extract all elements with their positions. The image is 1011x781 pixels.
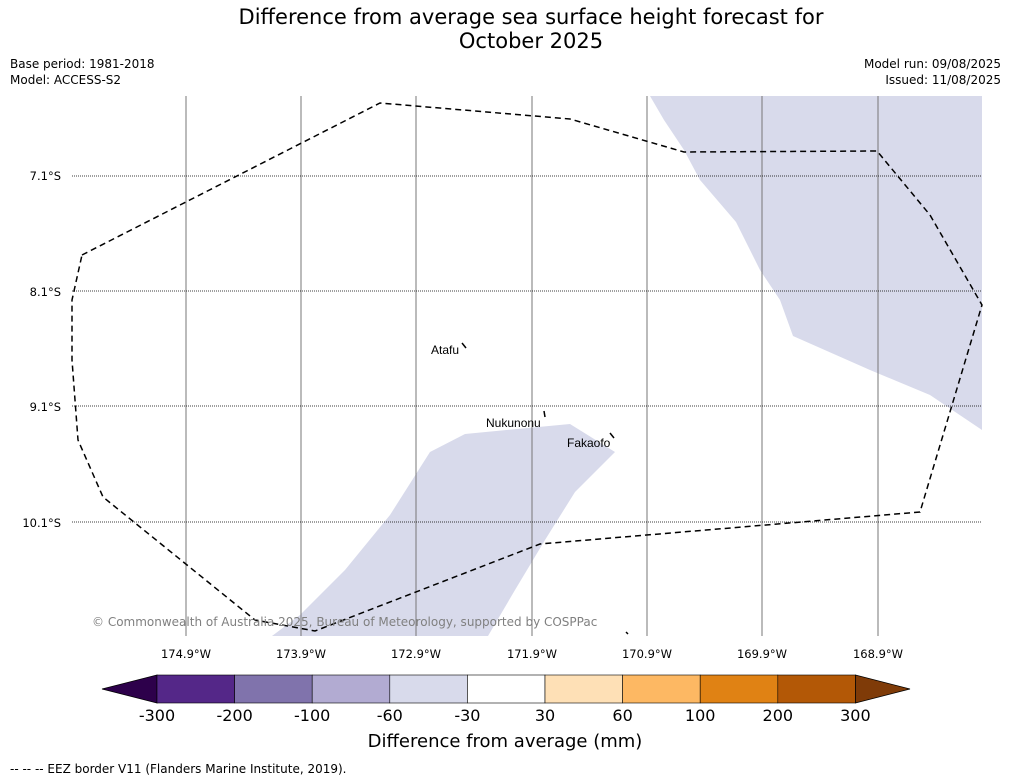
base-period: Base period: 1981-2018 (10, 57, 155, 71)
colorbar-tick-label: 300 (840, 706, 871, 725)
colorbar-tick-label: 60 (612, 706, 632, 725)
lon-label: 170.9°W (622, 647, 672, 661)
lon-label: 172.9°W (391, 647, 441, 661)
colorbar-extend-low (101, 674, 158, 704)
place-label-nukunonu: Nukunonu (486, 416, 541, 430)
colorbar-tick-label: -60 (377, 706, 403, 725)
colorbar-tick-label: -200 (216, 706, 252, 725)
lat-label: 10.1°S (22, 516, 61, 530)
colorbar-tick-label: -100 (294, 706, 330, 725)
colorbar-extend-high (855, 674, 911, 704)
swains-marker (625, 631, 629, 635)
colorbar-segment (389, 674, 468, 704)
model-run: Model run: 09/08/2025 (863, 57, 1001, 71)
title-line-1: Difference from average sea surface heig… (238, 5, 824, 29)
colorbar-segment (467, 674, 546, 704)
colorbar-segment (777, 674, 856, 704)
colorbar (101, 674, 911, 704)
colorbar-segment (622, 674, 701, 704)
colorbar-segment (234, 674, 313, 704)
title-line-2: October 2025 (458, 29, 604, 53)
colorbar-segment (544, 674, 623, 704)
model-name: Model: ACCESS-S2 (10, 73, 122, 87)
lat-label: 8.1°S (30, 285, 61, 299)
eez-border (71, 102, 983, 632)
anomaly-shading (272, 96, 982, 636)
colorbar-tick-label: 30 (535, 706, 555, 725)
lon-label: 173.9°W (276, 647, 326, 661)
lon-label: 168.9°W (853, 647, 903, 661)
lon-label: 174.9°W (161, 647, 211, 661)
chart-title: Difference from average sea surface heig… (0, 5, 1011, 53)
lon-label: 171.9°W (507, 647, 557, 661)
longitude-gridlines (185, 96, 879, 636)
place-label-fakaofo: Fakaofo (567, 436, 611, 450)
colorbar-segment (156, 674, 235, 704)
colorbar-segment (699, 674, 779, 704)
islands (461, 342, 629, 635)
shaded-region-southwest (272, 424, 615, 636)
colorbar-tick-label: 200 (763, 706, 794, 725)
colorbar-tick-label: -300 (139, 706, 175, 725)
lon-label: 169.9°W (737, 647, 787, 661)
colorbar-tick-label: 100 (685, 706, 716, 725)
shaded-region-northeast (650, 96, 982, 430)
colorbar-tick-labels: -300 -200 -100 -60 -30 30 60 100 200 300 (139, 706, 871, 725)
nukunonu-island (543, 410, 546, 418)
copyright-notice: © Commonwealth of Australia 2025, Bureau… (92, 615, 597, 629)
lat-label: 9.1°S (30, 400, 61, 414)
colorbar-label: Difference from average (mm) (368, 731, 643, 752)
colorbar-tick-label: -30 (454, 706, 480, 725)
latitude-gridlines (72, 175, 982, 523)
issued-date: Issued: 11/08/2025 (885, 73, 1001, 87)
eez-legend-caption: -- -- -- EEZ border V11 (Flanders Marine… (10, 762, 347, 776)
lat-label: 7.1°S (30, 169, 61, 183)
meta-left: Base period: 1981-2018 Model: ACCESS-S2 (10, 56, 155, 88)
place-label-atafu: Atafu (431, 343, 459, 357)
atafu-island (461, 342, 467, 349)
meta-right: Model run: 09/08/2025 Issued: 11/08/2025 (864, 56, 1001, 88)
fakaofo-island (609, 432, 615, 439)
colorbar-segment (311, 674, 391, 704)
